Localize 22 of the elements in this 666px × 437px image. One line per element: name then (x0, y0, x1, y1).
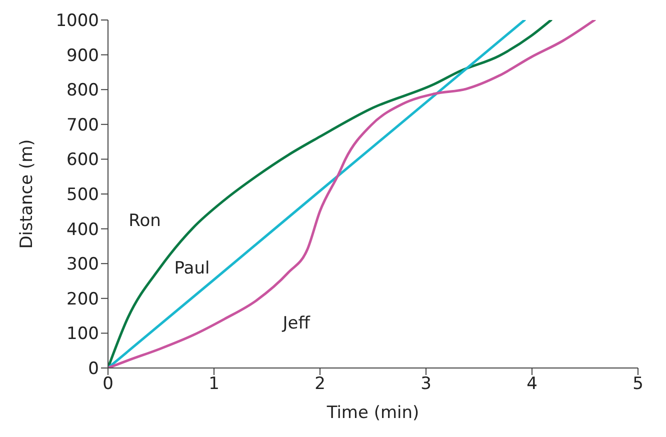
y-tick-label: 300 (66, 254, 99, 275)
y-tick-label: 400 (66, 220, 99, 240)
series-label: Ron (128, 211, 161, 232)
y-tick-label: 0 (88, 359, 99, 380)
x-tick-label: 0 (102, 374, 114, 394)
series-label: Jeff (282, 313, 312, 334)
y-tick-label: 700 (66, 115, 99, 136)
series-label: Paul (174, 258, 210, 279)
y-tick-label: 200 (66, 289, 99, 310)
y-tick-label: 600 (66, 150, 99, 170)
x-tick-label: 3 (420, 374, 432, 394)
x-tick-label: 5 (632, 374, 644, 394)
y-tick-label: 500 (66, 185, 99, 206)
x-tick-label: 4 (526, 374, 538, 394)
x-tick-label: 1 (208, 374, 220, 394)
x-tick-label: 2 (314, 374, 326, 394)
x-axis-title: Time (min) (326, 403, 420, 423)
y-tick-label: 100 (66, 324, 99, 344)
y-tick-label: 1000 (56, 11, 99, 32)
y-tick-label: 800 (66, 80, 99, 101)
y-axis-title: Distance (m) (17, 139, 38, 249)
y-tick-label: 900 (66, 46, 99, 66)
